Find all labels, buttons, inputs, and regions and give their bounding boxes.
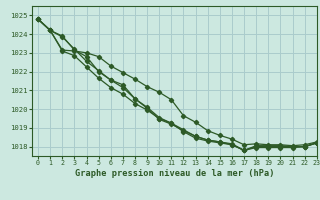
- X-axis label: Graphe pression niveau de la mer (hPa): Graphe pression niveau de la mer (hPa): [75, 169, 274, 178]
